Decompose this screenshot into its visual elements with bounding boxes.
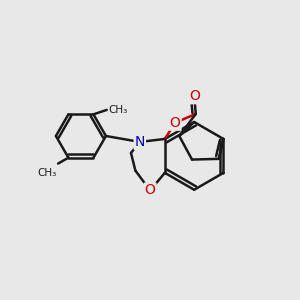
Text: O: O [145,184,156,197]
Text: O: O [170,116,181,130]
Text: CH₃: CH₃ [108,105,128,115]
Text: CH₃: CH₃ [38,168,57,178]
Text: N: N [135,135,145,149]
Text: O: O [189,89,200,103]
